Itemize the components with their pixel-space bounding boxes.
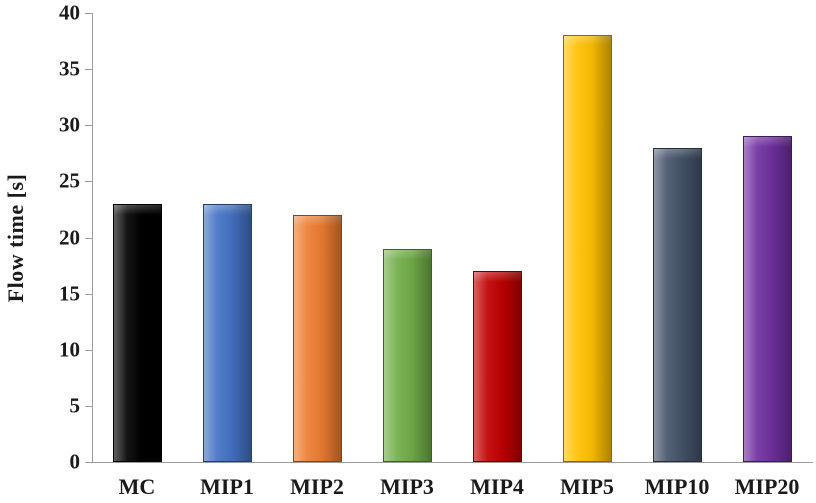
y-tick-mark xyxy=(85,293,92,295)
y-tick-label: 25 xyxy=(59,168,80,193)
x-category-label: MIP4 xyxy=(470,474,524,499)
bar xyxy=(382,248,432,462)
y-tick-label: 10 xyxy=(59,337,80,362)
y-tick-mark xyxy=(85,405,92,407)
bar xyxy=(112,203,162,462)
bar xyxy=(472,271,522,462)
x-category-label: MIP2 xyxy=(290,474,344,499)
y-tick-label: 30 xyxy=(59,112,80,137)
y-tick-mark xyxy=(85,462,92,463)
bar xyxy=(292,215,342,462)
y-tick-label: 5 xyxy=(69,393,81,418)
y-tick-mark xyxy=(85,13,92,14)
y-tick-mark xyxy=(85,181,92,183)
bar xyxy=(562,35,612,462)
x-category-label: MIP10 xyxy=(644,474,710,499)
y-tick-mark xyxy=(85,69,92,71)
x-axis-line xyxy=(92,462,813,463)
y-tick-label: 40 xyxy=(59,0,80,25)
y-tick-mark xyxy=(85,237,92,239)
x-category-label: MIP20 xyxy=(734,474,800,499)
bar xyxy=(742,136,792,462)
y-tick-label: 35 xyxy=(59,56,80,81)
x-category-label: MC xyxy=(118,474,156,499)
y-axis-line xyxy=(92,13,93,463)
bar xyxy=(202,203,252,462)
y-tick-label: 0 xyxy=(69,449,81,474)
y-tick-mark xyxy=(85,125,92,127)
x-category-label: MIP5 xyxy=(560,474,614,499)
y-axis-title: Flow time [s] xyxy=(3,173,28,303)
x-category-label: MIP1 xyxy=(200,474,254,499)
y-tick-label: 15 xyxy=(59,281,80,306)
y-tick-mark xyxy=(85,349,92,351)
x-category-label: MIP3 xyxy=(380,474,434,499)
y-tick-label: 20 xyxy=(59,225,80,249)
bar xyxy=(652,147,702,462)
